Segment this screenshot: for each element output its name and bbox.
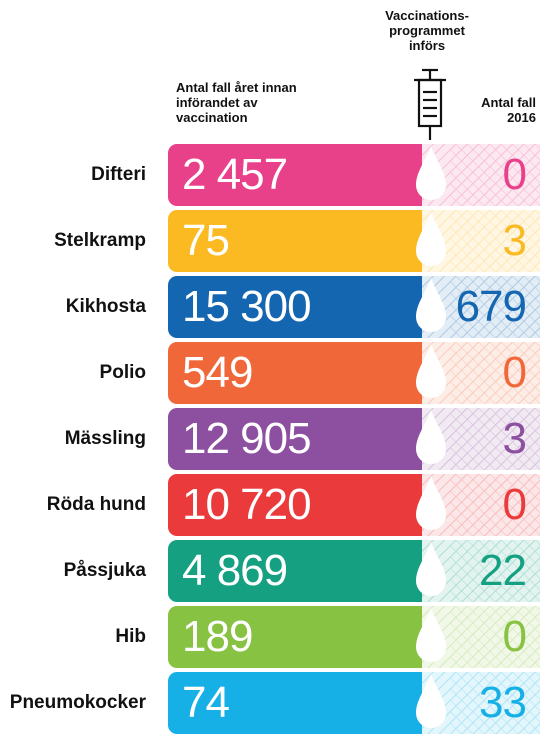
disease-label: Påssjuka xyxy=(63,560,146,581)
cases-2016-value: 0 xyxy=(502,480,528,529)
droplet-icon xyxy=(416,476,446,530)
before-bar xyxy=(168,672,422,734)
cases-before-value: 75 xyxy=(182,216,230,265)
table-row: Difteri 2 457 0 xyxy=(0,144,559,206)
cases-before-value: 549 xyxy=(182,348,253,397)
disease-label: Pneumokocker xyxy=(9,692,146,713)
cases-2016-value: 0 xyxy=(502,612,528,661)
droplet-icon xyxy=(416,344,446,398)
disease-label: Stelkramp xyxy=(54,230,146,251)
cases-2016-value: 3 xyxy=(502,216,528,265)
droplet-icon xyxy=(416,410,446,464)
disease-label: Hib xyxy=(115,626,146,647)
disease-label: Mässling xyxy=(64,428,146,449)
before-bar xyxy=(168,210,422,272)
droplet-icon xyxy=(416,146,446,200)
after-panel xyxy=(410,144,540,206)
before-bar xyxy=(168,276,422,338)
after-panel xyxy=(410,210,540,272)
after-panel xyxy=(410,408,540,470)
table-row: Påssjuka 4 869 22 xyxy=(0,540,559,602)
before-bar xyxy=(168,144,422,206)
before-bar xyxy=(168,342,422,404)
before-bar xyxy=(168,606,422,668)
after-panel xyxy=(410,342,540,404)
disease-label: Kikhosta xyxy=(65,296,146,317)
cases-before-value: 74 xyxy=(182,678,230,727)
table-row: Stelkramp 75 3 xyxy=(0,210,559,272)
after-panel xyxy=(410,276,540,338)
droplet-icon xyxy=(416,542,446,596)
before-bar xyxy=(168,540,422,602)
disease-label: Röda hund xyxy=(46,494,146,515)
table-row: Röda hund 10 720 0 xyxy=(0,474,559,536)
after-panel xyxy=(410,672,540,734)
droplet-icon xyxy=(416,608,446,662)
cases-before-value: 4 869 xyxy=(182,546,288,595)
cases-before-value: 2 457 xyxy=(182,150,288,199)
cases-before-value: 12 905 xyxy=(182,414,312,463)
cases-before-value: 15 300 xyxy=(182,282,312,331)
after-panel xyxy=(410,606,540,668)
cases-2016-value: 3 xyxy=(502,414,528,463)
after-panel xyxy=(410,474,540,536)
cases-2016-value: 0 xyxy=(502,348,528,397)
droplet-icon xyxy=(416,212,446,266)
after-panel xyxy=(410,540,540,602)
cases-2016-value: 679 xyxy=(455,282,527,331)
cases-2016-value: 22 xyxy=(479,546,527,595)
droplet-icon xyxy=(416,674,446,728)
table-row: Polio 549 0 xyxy=(0,342,559,404)
cases-before-value: 10 720 xyxy=(182,480,312,529)
cases-before-value: 189 xyxy=(182,612,253,661)
table-row: Hib 189 0 xyxy=(0,606,559,668)
table-row: Mässling 12 905 3 xyxy=(0,408,559,470)
table-row: Pneumokocker 74 33 xyxy=(0,672,559,734)
disease-label: Polio xyxy=(99,362,146,383)
header-program-introduced: Vaccinations-programmet införs xyxy=(385,8,469,53)
syringe-icon xyxy=(414,68,446,140)
header-cases-before: Antal fall året innan införandet av vacc… xyxy=(176,80,297,125)
table-row: Kikhosta 15 300 679 xyxy=(0,276,559,338)
header-cases-2016: Antal fall 2016 xyxy=(481,95,536,125)
disease-label: Difteri xyxy=(91,164,146,185)
cases-2016-value: 0 xyxy=(502,150,528,199)
cases-2016-value: 33 xyxy=(479,678,527,727)
before-bar xyxy=(168,408,422,470)
before-bar xyxy=(168,474,422,536)
droplet-icon xyxy=(416,278,446,332)
